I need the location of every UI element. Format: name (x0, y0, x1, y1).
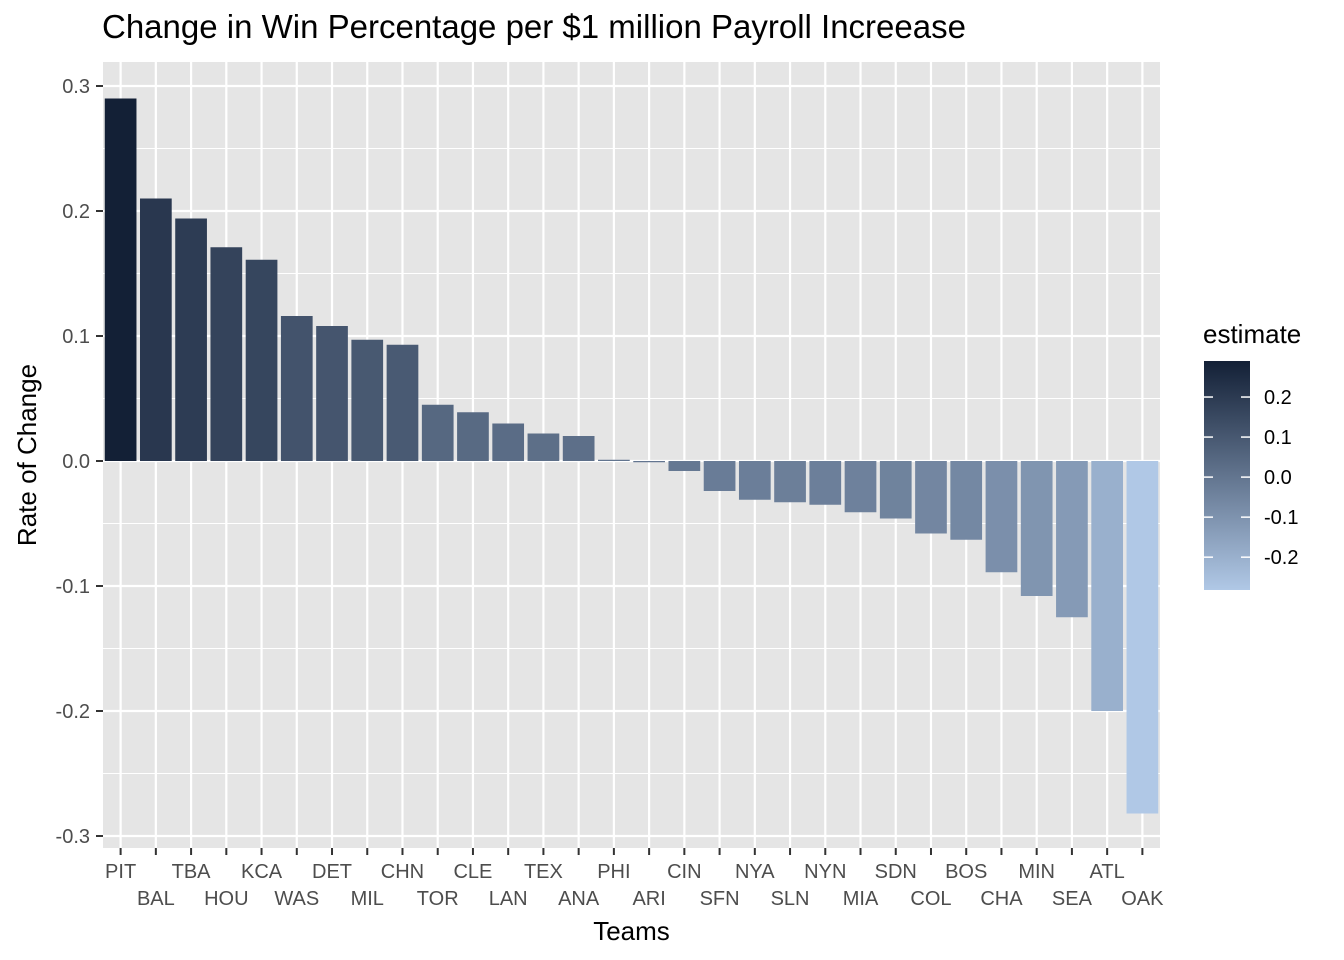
x-tick-label: MIA (843, 888, 879, 910)
bar-cha (985, 461, 1018, 573)
x-tick-label: SFN (700, 888, 740, 910)
x-tick-label: KCA (241, 861, 283, 883)
bar-col (915, 461, 947, 534)
x-tick-label: LAN (489, 888, 528, 910)
x-tick-label: NYN (804, 861, 846, 883)
bar-bal (139, 198, 172, 461)
bar-mia (844, 461, 877, 513)
bar-chn (386, 344, 419, 461)
x-tick-label: ANA (558, 888, 600, 910)
bar-tor (421, 404, 454, 461)
x-tick-label: CHA (980, 888, 1023, 910)
legend-label: 0.2 (1264, 387, 1292, 409)
chart-title: Change in Win Percentage per $1 million … (102, 8, 966, 45)
y-tick-label: -0.2 (56, 701, 90, 723)
y-tick-label: 0.0 (62, 451, 90, 473)
x-tick-label: NYA (735, 861, 775, 883)
bar-sea (1056, 461, 1088, 618)
x-tick-label: ATL (1090, 861, 1125, 883)
plot-panel (103, 62, 1160, 848)
y-tick-label: -0.3 (56, 826, 90, 848)
x-tick-label: COL (910, 888, 951, 910)
x-tick-label: MIL (351, 888, 384, 910)
bar-oak (1126, 461, 1159, 814)
y-tick-label: 0.3 (62, 76, 90, 98)
bar-cin (668, 461, 701, 471)
legend-label: -0.2 (1264, 547, 1298, 569)
bar-ari (633, 461, 665, 463)
bar-nyn (809, 461, 842, 505)
x-tick-label: TBA (172, 861, 212, 883)
bar-phi (598, 459, 630, 461)
x-tick-label: PHI (597, 861, 630, 883)
y-axis: 0.3 0.2 0.1 0.0 -0.1 -0.2 -0.3 (56, 76, 103, 848)
x-axis-title: Teams (593, 916, 670, 946)
x-tick-label: SEA (1052, 888, 1093, 910)
x-tick-label: CLE (453, 861, 492, 883)
x-tick-label: SLN (771, 888, 810, 910)
x-tick-label: DET (312, 861, 352, 883)
bar-sfn (703, 461, 736, 491)
legend: estimate 0.2 0.1 0.0 -0.1 -0.2 (1203, 319, 1301, 590)
x-tick-label: ARI (632, 888, 665, 910)
bar-min (1020, 461, 1053, 596)
x-tick-label: BAL (137, 888, 175, 910)
x-tick-label: PIT (105, 861, 136, 883)
y-axis-title: Rate of Change (12, 364, 42, 546)
x-tick-label: TEX (524, 861, 563, 883)
x-tick-label: HOU (204, 888, 248, 910)
bar-sln (774, 461, 806, 503)
legend-label: 0.0 (1264, 467, 1292, 489)
bar-tba (175, 218, 207, 461)
x-tick-label: WAS (274, 888, 319, 910)
x-tick-label: OAK (1121, 888, 1164, 910)
bar-det (316, 326, 348, 461)
legend-label: 0.1 (1264, 427, 1292, 449)
bar-nya (738, 461, 771, 500)
bar-tex (527, 433, 560, 461)
x-tick-label: CIN (667, 861, 701, 883)
x-tick-label: SDN (875, 861, 917, 883)
x-tick-label: BOS (945, 861, 987, 883)
bar-bos (950, 461, 983, 540)
legend-colorbar (1204, 361, 1250, 590)
x-tick-label: CHN (381, 861, 424, 883)
bar-mil (351, 339, 384, 461)
legend-label: -0.1 (1264, 507, 1298, 529)
y-tick-label: -0.1 (56, 576, 90, 598)
legend-title: estimate (1203, 319, 1301, 349)
bar-atl (1091, 461, 1124, 711)
bar-lan (492, 423, 525, 461)
bars (104, 98, 1159, 814)
bar-ana (562, 436, 595, 461)
y-tick-label: 0.1 (62, 326, 90, 348)
y-tick-label: 0.2 (62, 201, 90, 223)
bar-kca (245, 259, 278, 461)
bar-cle (457, 412, 489, 461)
bar-sdn (879, 461, 912, 519)
bar-hou (210, 247, 243, 461)
x-tick-label: MIN (1018, 861, 1055, 883)
bar-pit (104, 98, 137, 461)
bar-was (280, 316, 313, 461)
x-tick-label: TOR (417, 888, 459, 910)
